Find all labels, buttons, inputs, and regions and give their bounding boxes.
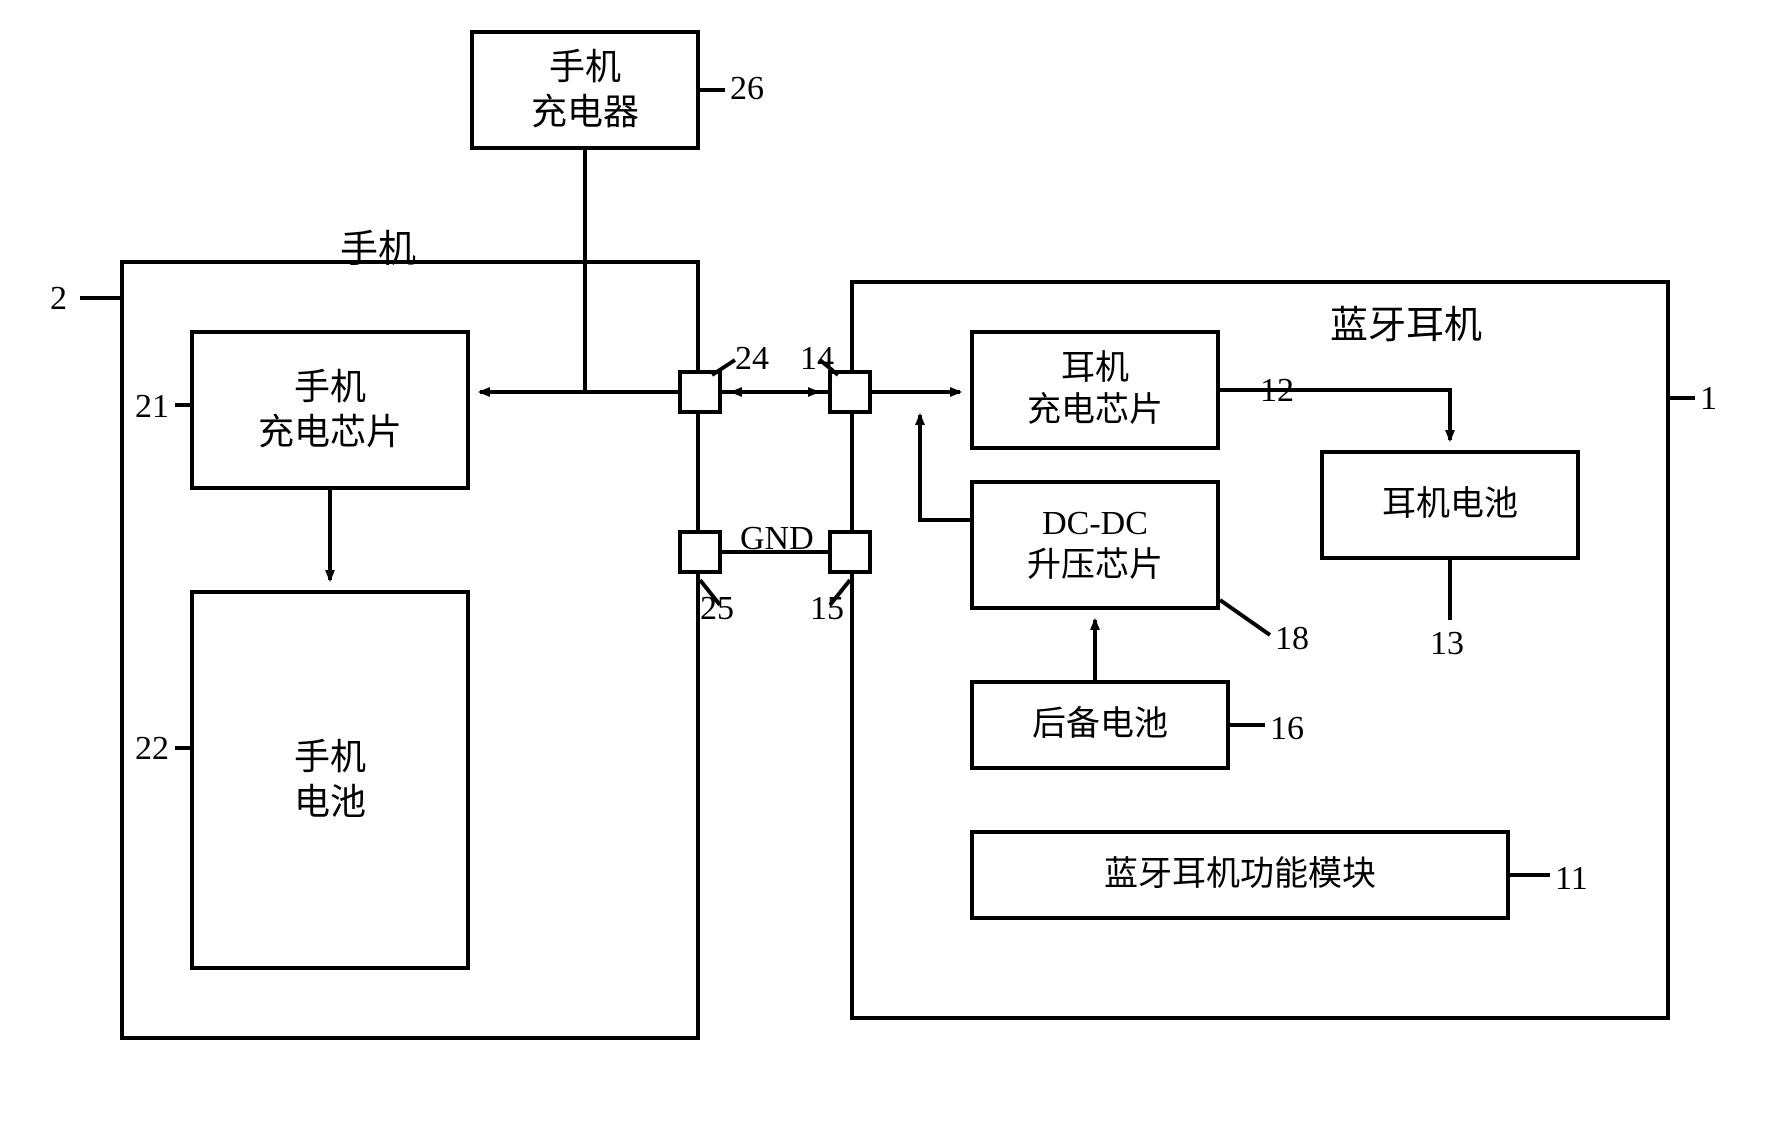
ref-13: 13 [1430,625,1464,663]
ref-15: 15 [810,590,844,628]
port-15 [828,530,872,574]
block-bt-module-label: 蓝牙耳机功能模块 [1104,854,1376,897]
block-hp-battery-label: 耳机电池 [1382,484,1518,527]
ref-14: 14 [800,340,834,378]
port-25 [678,530,722,574]
label-gnd: GND [740,520,814,558]
block-hp-chip: 耳机 充电芯片 [970,330,1220,450]
block-phone-chip: 手机 充电芯片 [190,330,470,490]
ref-16: 16 [1270,710,1304,748]
block-dcdc: DC-DC 升压芯片 [970,480,1220,610]
ref-11: 11 [1555,860,1588,898]
ref-1: 1 [1700,380,1717,418]
ref-21: 21 [135,388,169,426]
ref-26: 26 [730,70,764,108]
block-dcdc-label: DC-DC 升压芯片 [1027,503,1163,588]
block-phone-charger: 手机 充电器 [470,30,700,150]
block-backup-batt-label: 后备电池 [1032,704,1168,747]
ref-12: 12 [1260,372,1294,410]
block-phone-battery: 手机 电池 [190,590,470,970]
ref-25: 25 [700,590,734,628]
port-24 [678,370,722,414]
ref-22: 22 [135,730,169,768]
block-phone-charger-label: 手机 充电器 [531,45,639,135]
ref-2: 2 [50,280,67,318]
block-hp-chip-label: 耳机 充电芯片 [1027,348,1163,433]
block-phone-battery-label: 手机 电池 [294,735,366,825]
block-hp-battery: 耳机电池 [1320,450,1580,560]
port-14 [828,370,872,414]
title-phone: 手机 [340,218,416,273]
ref-24: 24 [735,340,769,378]
diagram-canvas: 手机 充电器 手机 手机 充电芯片 手机 电池 蓝牙耳机 耳机 充电芯片 DC-… [0,0,1770,1127]
block-phone-chip-label: 手机 充电芯片 [258,365,402,455]
title-bt: 蓝牙耳机 [1330,294,1482,349]
block-bt-module: 蓝牙耳机功能模块 [970,830,1510,920]
block-backup-batt: 后备电池 [970,680,1230,770]
ref-18: 18 [1275,620,1309,658]
